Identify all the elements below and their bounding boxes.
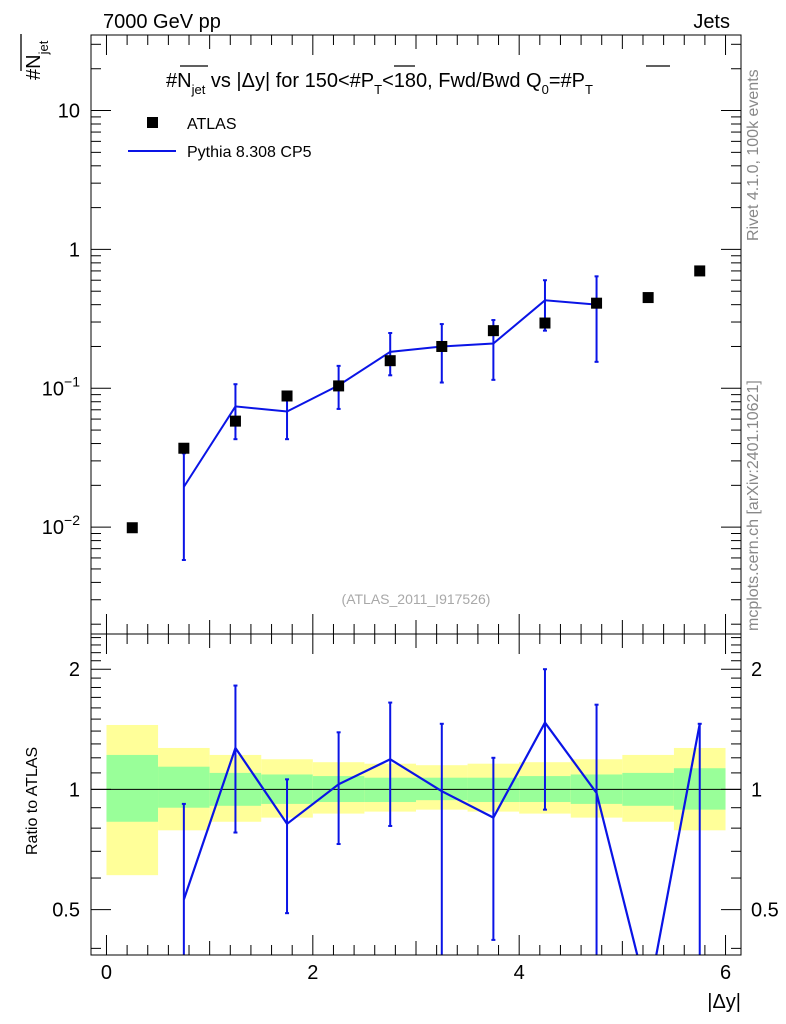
main-y-tick-labels: 10−2 10−1 1 10	[42, 101, 80, 540]
atlas-data-point	[126, 522, 138, 534]
main-y-tick-label: 10	[58, 101, 80, 123]
ratio-pythia-series	[181, 668, 702, 955]
pythia-series	[181, 275, 599, 561]
atlas-data-point	[229, 415, 241, 427]
analysis-watermark: (ATLAS_2011_I917526)	[342, 591, 491, 607]
main-y-axis-label: #Njet	[23, 40, 51, 80]
atlas-data-point	[281, 390, 293, 402]
ratio-y-tick-label-right: 1	[751, 779, 762, 801]
ratio-band-inner	[106, 754, 159, 822]
atlas-data-point	[333, 380, 345, 392]
ratio-y-tick-label-left: 2	[69, 659, 80, 681]
ratio-tick-labels: 0.5 0.5 1 1 2 2 0 2 4 6	[52, 659, 779, 984]
svg-text:#Njet vs |Δy| for 150<#PT<180: #Njet vs |Δy| for 150<#PT<180, Fwd/Bwd Q…	[166, 70, 593, 97]
main-y-tick-label: 10−1	[42, 373, 80, 400]
atlas-data-point	[178, 442, 190, 454]
atlas-data-point	[436, 340, 448, 352]
ratio-y-tick-label-right: 0.5	[751, 900, 779, 922]
atlas-data-point	[487, 325, 499, 337]
atlas-series	[126, 265, 706, 534]
rivet-version-label: Rivet 4.1.0, 100k events	[745, 69, 762, 241]
atlas-data-point	[591, 297, 603, 309]
x-tick-label: 2	[307, 962, 318, 984]
legend: ATLAS Pythia 8.308 CP5	[128, 116, 312, 161]
pythia-line	[183, 299, 597, 488]
x-tick-label: 6	[720, 962, 731, 984]
legend-label-pythia: Pythia 8.308 CP5	[187, 144, 312, 161]
main-y-tick-label: 1	[69, 239, 80, 261]
main-axis-ticks	[91, 35, 741, 634]
ratio-y-tick-label-left: 0.5	[52, 900, 80, 922]
ratio-axis-ticks	[91, 634, 741, 955]
atlas-data-point	[694, 265, 706, 277]
chart-title: #Njet vs |Δy| for 150<#PT<180, Fwd/Bwd Q…	[166, 65, 670, 97]
ratio-y-tick-label-right: 2	[751, 659, 762, 681]
atlas-data-point	[642, 292, 654, 304]
source-citation-label: mcplots.cern.ch [arXiv:2401.10621]	[745, 380, 762, 631]
legend-marker-atlas	[147, 117, 158, 128]
x-axis-label: |Δy|	[707, 991, 741, 1013]
svg-text:#Njet: #Njet	[23, 40, 51, 80]
atlas-data-point	[539, 317, 551, 329]
ratio-y-tick-label-left: 1	[69, 779, 80, 801]
ratio-band-inner	[158, 766, 210, 808]
main-y-tick-label: 10−2	[42, 512, 80, 539]
atlas-data-point	[384, 355, 396, 367]
legend-label-atlas: ATLAS	[187, 116, 237, 133]
x-tick-label: 4	[514, 962, 525, 984]
energy-label: 7000 GeV pp	[103, 11, 221, 33]
process-label: Jets	[693, 11, 730, 33]
x-tick-label: 0	[101, 962, 112, 984]
ratio-y-axis-label: Ratio to ATLAS	[24, 747, 41, 855]
ratio-pythia-line	[182, 720, 701, 955]
